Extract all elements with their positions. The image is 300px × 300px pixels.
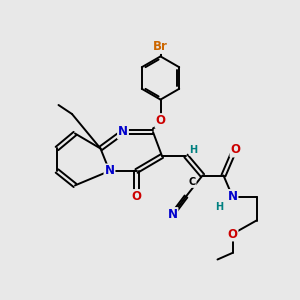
Text: N: N [227,190,238,203]
Text: N: N [167,208,178,221]
Text: C: C [188,177,196,187]
Text: O: O [227,227,238,241]
Text: H: H [189,145,198,155]
Text: O: O [155,114,166,127]
Text: N: N [104,164,115,178]
Text: Br: Br [153,40,168,53]
Text: H: H [215,202,223,212]
Text: O: O [230,143,241,157]
Text: N: N [118,125,128,139]
Text: O: O [131,190,142,203]
